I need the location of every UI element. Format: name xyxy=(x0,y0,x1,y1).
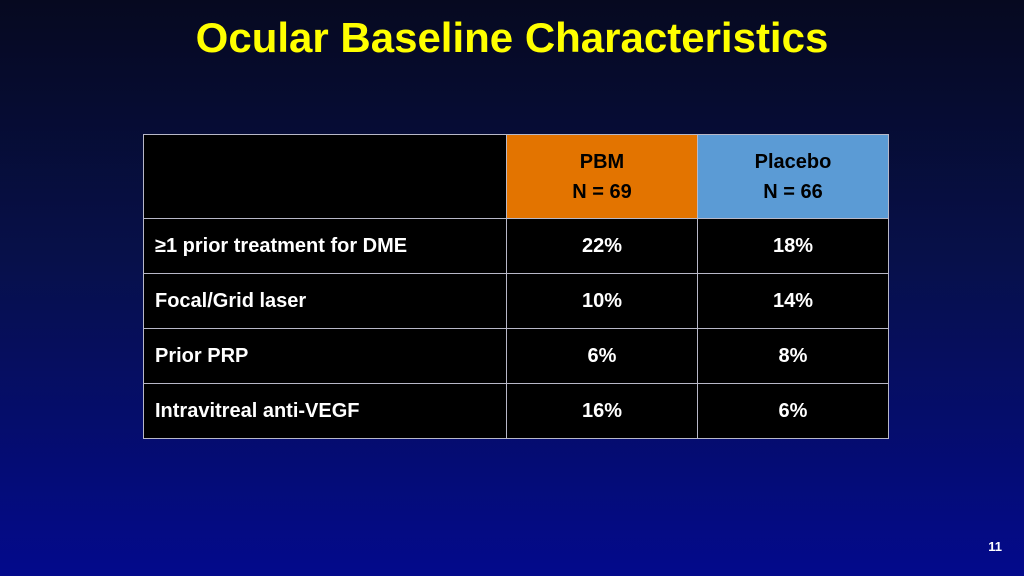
placebo-value: 6% xyxy=(697,383,889,439)
table-row: Intravitreal anti-VEGF 16% 6% xyxy=(143,383,889,439)
pbm-value: 10% xyxy=(506,273,698,329)
placebo-n: N = 66 xyxy=(763,180,823,203)
table-header-row: PBM N = 69 Placebo N = 66 xyxy=(143,134,889,219)
slide-title: Ocular Baseline Characteristics xyxy=(195,14,829,61)
pbm-n: N = 69 xyxy=(572,180,632,203)
header-pbm: PBM N = 69 xyxy=(506,134,698,219)
placebo-value: 14% xyxy=(697,273,889,329)
header-empty-cell xyxy=(143,134,507,219)
table-row: Focal/Grid laser 10% 14% xyxy=(143,273,889,329)
page-number: 11 xyxy=(988,539,1002,554)
pbm-label: PBM xyxy=(579,150,625,173)
placebo-label: Placebo xyxy=(754,150,832,173)
pbm-value: 16% xyxy=(506,383,698,439)
table-row: Prior PRP 6% 8% xyxy=(143,328,889,384)
placebo-value: 18% xyxy=(697,218,889,274)
row-label: ≥1 prior treatment for DME xyxy=(143,218,507,274)
placebo-value: 8% xyxy=(697,328,889,384)
pbm-value: 22% xyxy=(506,218,698,274)
pbm-value: 6% xyxy=(506,328,698,384)
table-row: ≥1 prior treatment for DME 22% 18% xyxy=(143,218,889,274)
header-placebo: Placebo N = 66 xyxy=(697,134,889,219)
row-label: Intravitreal anti-VEGF xyxy=(143,383,507,439)
baseline-table: PBM N = 69 Placebo N = 66 ≥1 prior treat… xyxy=(143,134,889,439)
row-label: Focal/Grid laser xyxy=(143,273,507,329)
row-label: Prior PRP xyxy=(143,328,507,384)
